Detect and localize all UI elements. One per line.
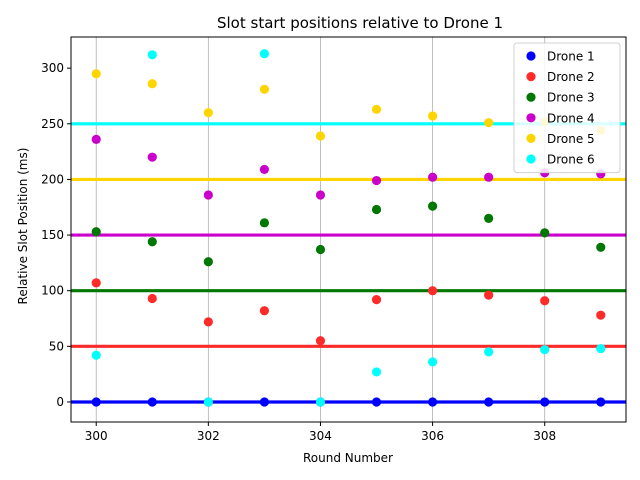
point-drone-5 <box>147 79 157 89</box>
y-axis-label: Relative Slot Position (ms) <box>16 148 30 305</box>
y-axis-ticks: 0 50 100 150 200 250 300 <box>41 61 71 409</box>
x-axis-ticks: 300 302 304 306 308 <box>85 422 556 443</box>
point-drone-6 <box>484 347 494 357</box>
point-drone-5 <box>91 69 101 79</box>
point-drone-3 <box>259 218 270 228</box>
legend-label: Drone 4 <box>547 111 595 125</box>
y-tick-label: 100 <box>41 284 64 298</box>
point-drone-1 <box>259 397 270 407</box>
legend-label: Drone 6 <box>547 153 595 167</box>
point-drone-5 <box>484 118 494 128</box>
y-tick-label: 0 <box>56 395 64 409</box>
point-drone-3 <box>427 201 438 211</box>
point-drone-3 <box>540 228 550 238</box>
point-drone-3 <box>596 242 606 252</box>
point-drone-5 <box>259 84 270 94</box>
point-drone-4 <box>203 190 213 200</box>
legend-marker <box>526 72 536 82</box>
legend-marker <box>526 133 536 143</box>
x-tick-label: 304 <box>309 429 332 443</box>
legend: Drone 1 Drone 2 Drone 3 Drone 4 Drone 5 Drone… <box>513 42 621 174</box>
point-drone-2 <box>427 286 438 296</box>
legend-marker <box>526 154 536 164</box>
point-drone-1 <box>596 397 606 407</box>
point-drone-2 <box>596 310 606 320</box>
chart-title: Slot start positions relative to Drone 1 <box>217 14 503 32</box>
point-drone-4 <box>147 152 157 162</box>
point-drone-3 <box>203 257 213 267</box>
point-drone-2 <box>540 296 550 306</box>
point-drone-2 <box>91 278 101 288</box>
point-drone-1 <box>147 397 157 407</box>
point-drone-1 <box>427 397 438 407</box>
legend-box <box>513 42 621 174</box>
point-drone-1 <box>540 397 550 407</box>
point-drone-6 <box>371 367 382 377</box>
point-drone-6 <box>540 345 550 355</box>
legend-label: Drone 5 <box>547 132 595 146</box>
x-tick-label: 308 <box>533 429 556 443</box>
plot-frame <box>70 36 627 423</box>
legend-marker <box>526 51 536 61</box>
y-tick-label: 300 <box>41 61 64 75</box>
point-drone-4 <box>484 172 494 182</box>
point-drone-3 <box>147 237 157 247</box>
point-drone-6 <box>91 350 101 360</box>
point-drone-6 <box>596 343 606 354</box>
y-tick-label: 200 <box>41 172 64 186</box>
point-drone-3 <box>484 213 494 223</box>
x-tick-label: 306 <box>421 429 444 443</box>
x-axis-label: Round Number <box>303 451 393 465</box>
point-drone-2 <box>203 317 213 327</box>
point-drone-1 <box>484 397 494 407</box>
point-drone-2 <box>147 293 157 304</box>
legend-label: Drone 2 <box>547 70 595 84</box>
point-drone-1 <box>91 397 101 407</box>
point-drone-1 <box>371 397 382 407</box>
point-drone-3 <box>315 244 326 255</box>
point-drone-2 <box>259 306 270 316</box>
point-drone-6 <box>427 357 438 367</box>
point-drone-6 <box>315 397 326 407</box>
point-drone-4 <box>427 172 438 182</box>
point-drone-4 <box>259 164 270 175</box>
y-tick-label: 150 <box>41 228 64 242</box>
point-drone-6 <box>203 397 213 407</box>
x-tick-label: 300 <box>85 429 108 443</box>
point-drone-5 <box>203 108 213 118</box>
point-drone-3 <box>91 227 101 237</box>
point-drone-6 <box>259 49 270 59</box>
point-drone-5 <box>427 111 438 121</box>
point-drone-4 <box>371 175 382 186</box>
x-tick-label: 302 <box>197 429 220 443</box>
point-drone-4 <box>315 190 326 200</box>
legend-marker <box>526 92 536 102</box>
legend-label: Drone 3 <box>547 91 595 105</box>
point-drone-2 <box>371 295 382 305</box>
point-drone-2 <box>315 336 326 346</box>
y-tick-label: 50 <box>49 339 64 353</box>
point-drone-2 <box>484 290 494 300</box>
legend-label: Drone 1 <box>547 50 595 64</box>
point-drone-4 <box>91 134 101 144</box>
point-drone-3 <box>371 204 382 215</box>
point-drone-5 <box>371 104 382 114</box>
point-drone-6 <box>147 50 157 60</box>
point-drone-5 <box>315 131 326 141</box>
y-tick-label: 250 <box>41 117 64 131</box>
legend-marker <box>526 113 536 123</box>
